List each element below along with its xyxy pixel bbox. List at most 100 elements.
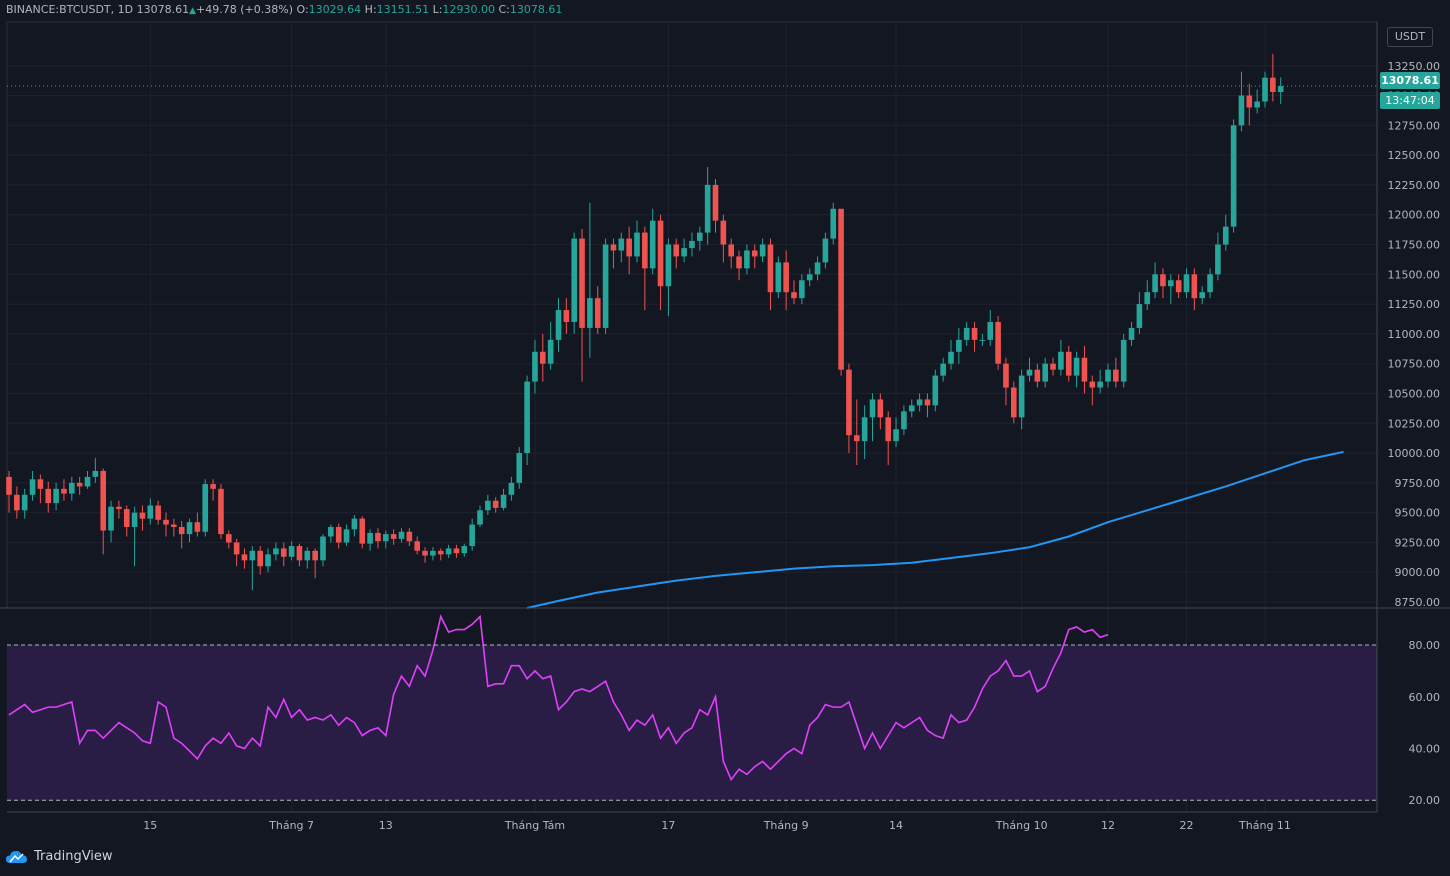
time-tick-label: 15 <box>143 819 157 832</box>
candle-body <box>249 550 256 561</box>
candle-body <box>1160 274 1166 287</box>
candle-body <box>123 509 130 527</box>
candle-body <box>69 482 75 494</box>
candle <box>1238 71 1245 132</box>
open-label: O: <box>296 3 309 16</box>
candle <box>367 529 373 551</box>
price-tick-label: 12500.00 <box>1388 149 1441 162</box>
candle <box>92 457 99 483</box>
candle <box>806 268 813 287</box>
candle-body <box>1073 357 1080 376</box>
candle <box>123 505 130 537</box>
candle-body <box>367 532 373 544</box>
tradingview-logo[interactable]: TradingView <box>6 849 113 864</box>
symbol-name[interactable]: BINANCE:BTCUSDT, <box>6 3 115 16</box>
candle-body <box>689 240 695 249</box>
candle <box>751 244 758 269</box>
candle <box>736 250 742 281</box>
candle <box>532 339 538 394</box>
close-value: 13078.61 <box>509 3 563 16</box>
candle <box>916 393 923 412</box>
candle-body <box>547 339 554 364</box>
candle <box>45 481 52 513</box>
candle-body <box>987 321 994 340</box>
candle <box>1136 292 1143 334</box>
candle-body <box>241 554 248 561</box>
candle-body <box>61 488 67 494</box>
candle <box>767 238 774 311</box>
candle-body <box>704 184 711 233</box>
candle <box>626 226 632 275</box>
candle <box>940 357 946 382</box>
candle-body <box>296 546 303 561</box>
rsi-tick-label: 80.00 <box>1409 639 1441 652</box>
candle-body <box>131 512 138 527</box>
candle <box>547 321 554 370</box>
price-tick-label: 12250.00 <box>1388 179 1441 192</box>
candle <box>681 238 687 263</box>
time-tick-label: 17 <box>661 819 675 832</box>
candle <box>1160 268 1166 299</box>
candle <box>1215 232 1221 281</box>
candle <box>1042 357 1048 388</box>
candle <box>312 548 318 579</box>
candle-body <box>563 310 570 322</box>
candle-body <box>29 479 36 495</box>
candle-body <box>1270 77 1276 92</box>
candle-body <box>736 256 742 269</box>
candle-body <box>956 339 962 352</box>
candle-body <box>21 494 28 511</box>
candle <box>697 226 703 251</box>
candle <box>335 523 342 549</box>
time-tick-label: 14 <box>889 819 903 832</box>
timeframe[interactable]: 1D <box>117 3 134 16</box>
candle-body <box>469 524 475 547</box>
candle-body <box>1105 369 1111 382</box>
candle-body <box>799 280 805 299</box>
candle <box>893 417 899 448</box>
candle <box>971 321 978 352</box>
candle <box>37 474 44 504</box>
candle-body <box>861 417 868 442</box>
candle <box>720 214 727 263</box>
candle <box>100 468 106 555</box>
price-tick-label: 12000.00 <box>1388 209 1441 222</box>
candle-body <box>673 244 680 257</box>
candle-body <box>1113 369 1119 382</box>
candle <box>854 399 860 465</box>
currency-button[interactable]: USDT <box>1387 27 1433 47</box>
price-axis[interactable]: 8750.00 9000.00 9250.00 9500.00 9750.00 10000… <box>1388 60 1441 609</box>
candle <box>226 530 232 549</box>
candle-body <box>375 532 381 542</box>
candle <box>712 178 719 233</box>
candle <box>6 470 12 513</box>
candle-body <box>359 518 366 544</box>
candle-body <box>587 298 593 328</box>
candle-body <box>218 488 224 535</box>
change-percent: (+0.38%) <box>240 3 293 16</box>
candle-body <box>1152 274 1158 293</box>
candle <box>1277 77 1284 104</box>
candle-body <box>226 534 232 543</box>
candle <box>241 548 248 569</box>
candle <box>602 238 609 334</box>
price-tick-label: 9250.00 <box>1395 536 1441 549</box>
candle <box>21 488 28 519</box>
candle-body <box>390 534 397 539</box>
time-axis[interactable]: 15 Tháng 7 13 Tháng Tám 17 Tháng 9 14 Tháng 10 1… <box>143 819 1291 832</box>
candle-body <box>1254 101 1260 108</box>
up-arrow-icon: ▲ <box>189 6 197 16</box>
candle <box>540 333 546 382</box>
candle <box>728 238 734 269</box>
candle-body <box>759 244 766 257</box>
candle-body <box>445 548 452 555</box>
last-price: 13078.61 <box>136 3 190 16</box>
candle <box>14 486 20 519</box>
candle <box>359 516 366 549</box>
candle <box>610 238 617 269</box>
candle-body <box>979 339 986 341</box>
candle <box>265 548 271 573</box>
rsi-axis[interactable]: 20.00 40.00 60.00 80.00 <box>1409 639 1441 807</box>
candle <box>1058 339 1064 376</box>
